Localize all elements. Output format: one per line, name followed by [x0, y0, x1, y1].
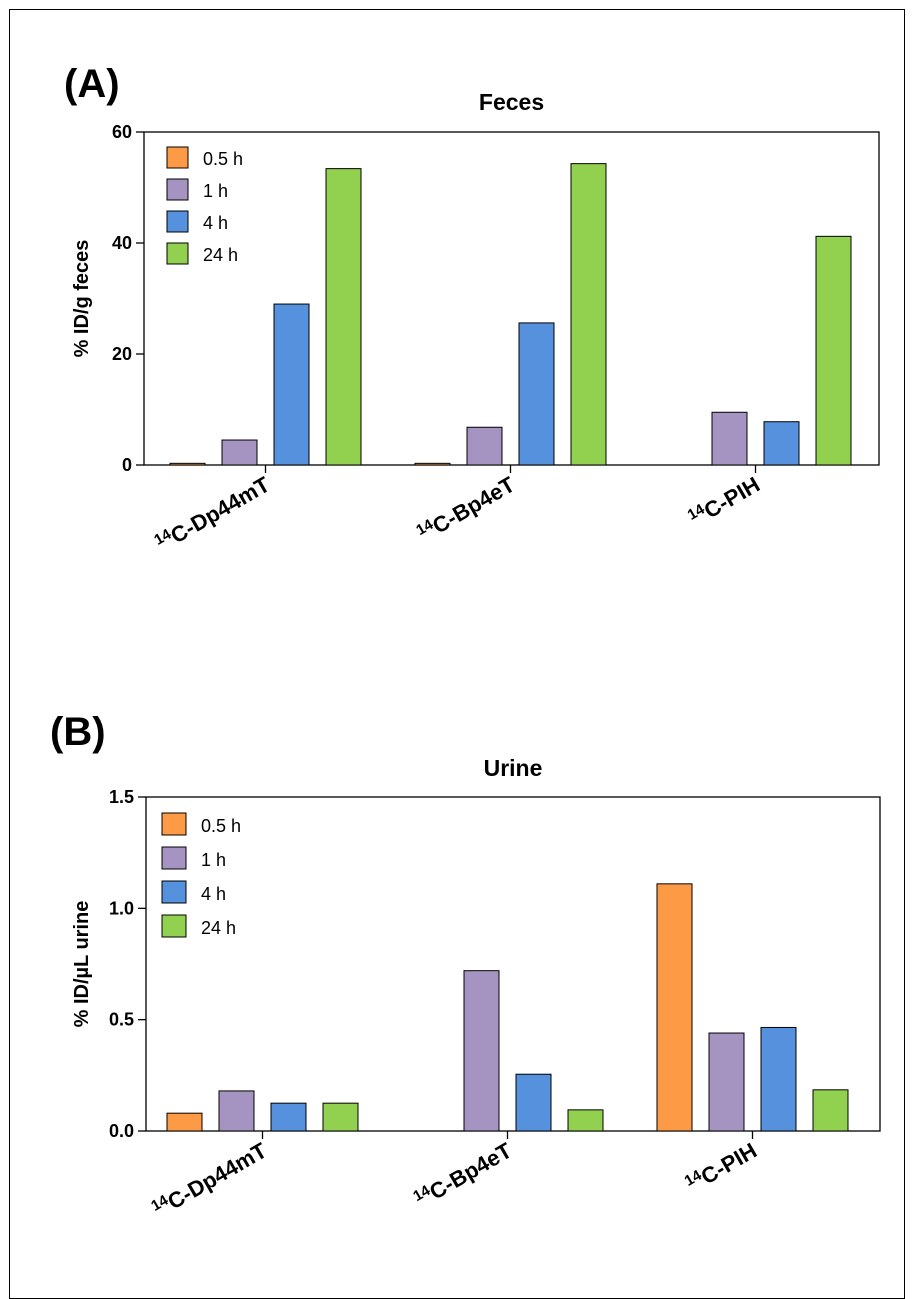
- legend: 0.5 h 1 h 4 h 24 h: [161, 812, 241, 938]
- bar-1hh-cbp4et: [466, 426, 503, 466]
- bar-4hh-cdp44mt: [270, 1102, 307, 1132]
- y-axis-label: % ID/µL urine: [71, 901, 93, 1028]
- legend-label: 24 h: [201, 918, 236, 938]
- legend-swatch: [161, 846, 187, 870]
- y-tick-label: 0.0: [109, 1121, 134, 1141]
- category-superscript: 14: [413, 516, 437, 539]
- x-category-label: 14C-Bp4eT: [413, 471, 519, 547]
- y-tick-label: 40: [112, 233, 132, 253]
- legend-swatch: [166, 242, 189, 265]
- chart-title: Feces: [479, 89, 544, 115]
- x-category-label: 14C-Dp44mT: [151, 471, 274, 557]
- bar-4hh-cbp4et: [518, 322, 555, 466]
- plot-area-frame: [145, 796, 881, 1132]
- legend-swatch: [161, 880, 187, 904]
- bar-4hh-cdp44mt: [273, 303, 310, 466]
- bar-05hh-cdp44mt: [166, 1112, 203, 1132]
- legend-label: 0.5 h: [203, 149, 243, 169]
- bar-1hh-cdp44mt: [218, 1090, 255, 1132]
- x-category-label: 14C-Dp44mT: [148, 1137, 271, 1223]
- y-tick-label: 0: [122, 455, 132, 475]
- legend-label: 24 h: [203, 245, 238, 265]
- category-superscript: 14: [685, 500, 709, 523]
- bar-4hh-cpih: [760, 1026, 797, 1132]
- category-name: C-Bp4eT: [428, 471, 519, 538]
- category-name: C-Dp44mT: [163, 1137, 271, 1214]
- legend: 0.5 h 1 h 4 h 24 h: [166, 146, 243, 265]
- bar-05hh-cbp4et: [414, 462, 451, 466]
- panel-label: (A): [64, 62, 120, 106]
- legend-swatch: [161, 914, 187, 938]
- bar-1hh-cdp44mt: [221, 439, 258, 466]
- category-name: C-PIH: [700, 472, 764, 524]
- legend-swatch: [166, 178, 189, 201]
- category-name: C-Bp4eT: [425, 1137, 516, 1204]
- category-superscript: 14: [151, 525, 175, 548]
- bar-24hh-cbp4et: [567, 1109, 604, 1132]
- y-tick-label: 1.5: [109, 787, 134, 807]
- legend-label: 4 h: [201, 884, 226, 904]
- bar-24hh-cdp44mt: [325, 168, 362, 466]
- bar-24hh-cpih: [815, 235, 852, 466]
- panel-label: (B): [50, 710, 106, 754]
- legend-label: 1 h: [203, 181, 228, 201]
- legend-label: 4 h: [203, 213, 228, 233]
- y-tick-label: 1.0: [109, 898, 134, 918]
- bar-1hh-cpih: [708, 1032, 745, 1132]
- x-category-label: 14C-Bp4eT: [410, 1137, 516, 1213]
- bar-24hh-cdp44mt: [322, 1102, 359, 1132]
- bar-4hh-cpih: [763, 421, 800, 466]
- legend-swatch: [166, 210, 189, 233]
- bar-05hh-cpih: [656, 883, 693, 1132]
- category-name: C-PIH: [697, 1138, 761, 1190]
- bar-1hh-cbp4et: [463, 970, 500, 1132]
- bar-1hh-cpih: [711, 411, 748, 466]
- x-category-label: 14C-PIH: [685, 471, 764, 532]
- bar-4hh-cbp4et: [515, 1073, 552, 1132]
- bar-24hh-cbp4et: [570, 163, 607, 466]
- legend-swatch: [166, 146, 189, 169]
- y-tick-label: 0.5: [109, 1010, 134, 1030]
- y-tick-label: 20: [112, 344, 132, 364]
- chart-title: Urine: [484, 755, 543, 781]
- bar-24hh-cpih: [812, 1089, 849, 1132]
- y-axis-label: % ID/g feces: [71, 240, 93, 358]
- legend-swatch: [161, 812, 187, 836]
- x-category-label: 14C-PIH: [682, 1137, 761, 1198]
- bar-05hh-cdp44mt: [169, 462, 206, 466]
- category-superscript: 14: [410, 1182, 434, 1205]
- plot-area-frame: [143, 131, 880, 466]
- category-superscript: 14: [682, 1166, 706, 1189]
- category-superscript: 14: [148, 1191, 172, 1214]
- category-name: C-Dp44mT: [166, 471, 274, 548]
- legend-label: 0.5 h: [201, 816, 241, 836]
- y-tick-label: 60: [112, 122, 132, 142]
- legend-label: 1 h: [201, 850, 226, 870]
